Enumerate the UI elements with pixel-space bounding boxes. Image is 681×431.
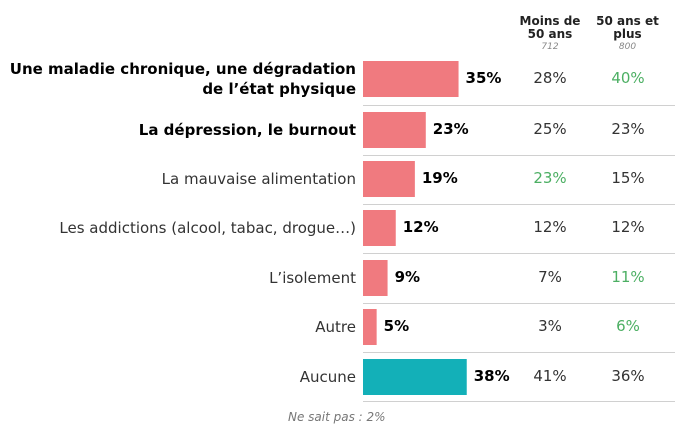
column-base: 712	[541, 42, 559, 52]
column-title: Moins de 50 ans	[519, 14, 581, 41]
column-value: 7%	[538, 268, 562, 286]
bar	[363, 112, 426, 148]
column-value: 12%	[611, 218, 645, 236]
row-separator	[363, 105, 675, 106]
category-label: Une maladie chronique, une dégradation d…	[9, 60, 356, 98]
value-label: 35%	[465, 69, 502, 87]
row-separator	[363, 303, 675, 304]
bar	[363, 210, 396, 246]
row-separator	[363, 253, 675, 254]
column-base: 800	[618, 42, 637, 52]
value-label: 23%	[432, 120, 469, 138]
bar	[363, 260, 388, 296]
column-value: 41%	[533, 367, 567, 385]
footnote: Ne sait pas : 2%	[288, 410, 386, 424]
column-value: 40%	[611, 69, 645, 87]
category-label: L’isolement	[269, 268, 356, 287]
row-separator	[363, 155, 675, 156]
row-separator	[363, 204, 675, 205]
row-separator	[363, 401, 675, 402]
category-label: Aucune	[299, 367, 356, 386]
column-value: 36%	[611, 367, 645, 385]
category-label: Les addictions (alcool, tabac, drogue…)	[59, 218, 356, 237]
bar	[363, 61, 459, 97]
column-value: 23%	[611, 120, 645, 138]
column-title: 50 ans et plus	[596, 14, 659, 41]
value-label: 5%	[383, 317, 410, 335]
bar	[363, 309, 377, 345]
column-value: 11%	[611, 268, 645, 286]
category-label: La mauvaise alimentation	[161, 169, 356, 188]
column-value: 25%	[533, 120, 567, 138]
column-value: 23%	[533, 169, 567, 187]
column-value: 3%	[538, 317, 562, 335]
column-header-under-50: Moins de 50 ans 712	[510, 14, 590, 53]
bar	[363, 161, 415, 197]
row-separator	[363, 352, 675, 353]
category-label: La dépression, le burnout	[138, 120, 356, 139]
column-value: 12%	[533, 218, 567, 236]
column-value: 28%	[533, 69, 567, 87]
value-label: 12%	[402, 218, 439, 236]
category-label: Autre	[315, 317, 356, 336]
column-value: 15%	[611, 169, 645, 187]
column-header-50-plus: 50 ans et plus 800	[590, 14, 665, 53]
value-label: 9%	[394, 268, 421, 286]
bar	[363, 359, 467, 395]
column-value: 6%	[616, 317, 640, 335]
value-label: 19%	[421, 169, 458, 187]
value-label: 38%	[473, 367, 510, 385]
